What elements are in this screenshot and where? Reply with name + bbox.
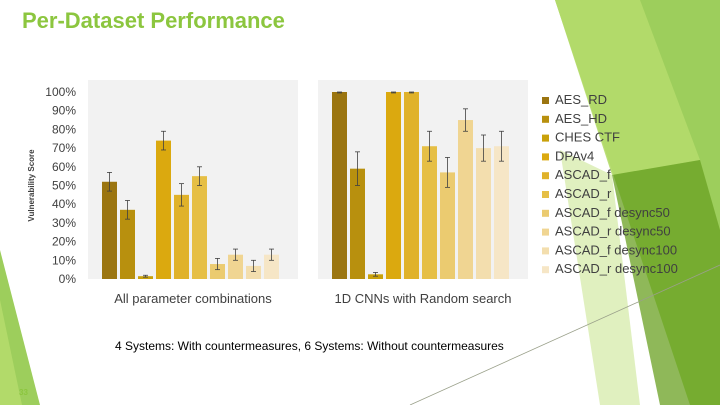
legend-label: CHES CTF bbox=[555, 130, 620, 145]
y-tick-label: 60% bbox=[52, 160, 76, 174]
panel-label: All parameter combinations bbox=[114, 291, 272, 306]
legend-label: ASCAD_f desync100 bbox=[555, 242, 677, 257]
deco-shape-3 bbox=[612, 160, 720, 405]
legend-label: ASCAD_r desync50 bbox=[555, 224, 671, 239]
bar bbox=[210, 264, 225, 279]
deco-shape-2 bbox=[555, 0, 700, 175]
y-tick-label: 10% bbox=[52, 253, 76, 267]
bar bbox=[404, 92, 419, 279]
legend-swatch bbox=[542, 153, 549, 161]
legend-swatch bbox=[542, 228, 549, 236]
bar bbox=[120, 209, 135, 279]
bar bbox=[458, 120, 473, 279]
legend-label: DPAv4 bbox=[555, 148, 594, 163]
y-tick-label: 90% bbox=[52, 104, 76, 118]
legend-swatch bbox=[542, 247, 549, 255]
bar bbox=[332, 92, 347, 279]
bar bbox=[440, 172, 455, 279]
deco-shape-6 bbox=[0, 300, 22, 405]
bar bbox=[350, 168, 365, 279]
bar bbox=[192, 176, 207, 279]
bar bbox=[156, 140, 171, 279]
bar bbox=[422, 146, 437, 279]
legend-label: ASCAD_r bbox=[555, 186, 612, 201]
legend-label: AES_RD bbox=[555, 92, 607, 107]
legend-label: ASCAD_f desync50 bbox=[555, 205, 670, 220]
deco-shape-4 bbox=[560, 150, 640, 405]
bar bbox=[494, 146, 509, 279]
footer-caption: 4 Systems: With countermeasures, 6 Syste… bbox=[115, 339, 504, 353]
bar bbox=[138, 276, 153, 279]
y-tick-label: 20% bbox=[52, 235, 76, 249]
legend-swatch bbox=[542, 134, 549, 142]
y-tick-label: 100% bbox=[45, 85, 76, 99]
y-tick-label: 40% bbox=[52, 197, 76, 211]
legend-label: ASCAD_f bbox=[555, 167, 611, 182]
y-tick-label: 30% bbox=[52, 216, 76, 230]
bar bbox=[246, 265, 261, 279]
legend-swatch bbox=[542, 209, 549, 217]
y-tick-label: 70% bbox=[52, 141, 76, 155]
bar bbox=[368, 274, 383, 279]
legend-swatch bbox=[542, 115, 549, 123]
legend-label: AES_HD bbox=[555, 111, 607, 126]
bar bbox=[228, 254, 243, 279]
legend-label: ASCAD_r desync100 bbox=[555, 261, 678, 276]
legend-swatch bbox=[542, 266, 549, 274]
legend-swatch bbox=[542, 97, 549, 104]
bar bbox=[102, 181, 117, 279]
bar bbox=[264, 254, 279, 279]
slide-title: Per-Dataset Performance bbox=[22, 8, 285, 33]
bar bbox=[386, 92, 401, 279]
y-tick-label: 80% bbox=[52, 122, 76, 136]
page-number: 33 bbox=[19, 388, 28, 397]
legend-swatch bbox=[542, 191, 549, 198]
panel-label: 1D CNNs with Random search bbox=[334, 291, 511, 306]
deco-line-1 bbox=[409, 264, 720, 405]
legend-swatch bbox=[542, 172, 549, 180]
y-axis-label: Vulnerability Score bbox=[27, 149, 36, 222]
bar bbox=[476, 148, 491, 279]
y-tick-label: 0% bbox=[59, 272, 77, 286]
y-tick-label: 50% bbox=[52, 179, 76, 193]
bar bbox=[174, 194, 189, 279]
